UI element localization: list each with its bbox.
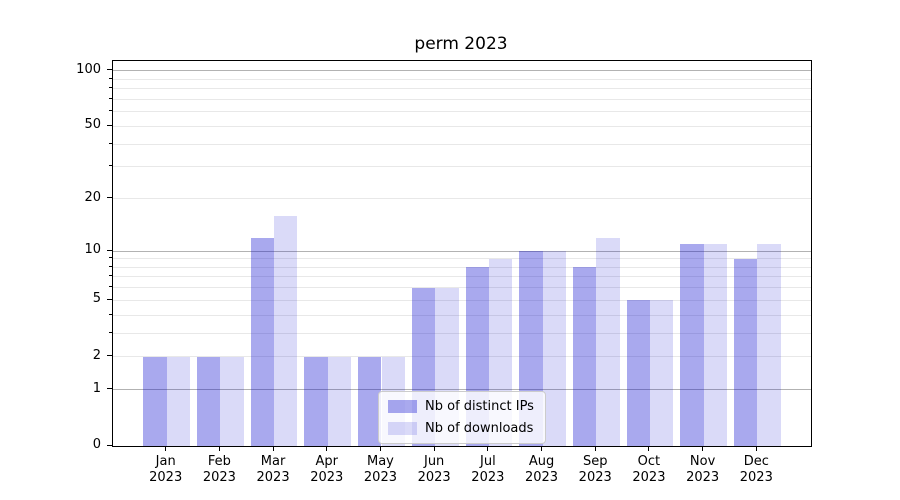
bar-downloads (596, 237, 620, 446)
bar-distinct-ips (304, 356, 328, 446)
y-minor-tick-mark (109, 257, 112, 259)
y-tick-mark (107, 388, 112, 390)
x-tick-mark (487, 446, 489, 451)
minor-grid-line (113, 356, 811, 358)
legend-label-downloads: Nb of downloads (425, 421, 534, 436)
x-tick-mark (541, 446, 543, 451)
bar-downloads (220, 356, 244, 446)
y-tick-label: 20 (84, 189, 101, 205)
minor-grid-line (113, 78, 811, 80)
bar-downloads (166, 356, 191, 446)
x-tick-label: Dec 2023 (739, 454, 773, 485)
bar-distinct-ips (143, 356, 167, 446)
legend-label-distinct-ips: Nb of distinct IPs (425, 399, 534, 414)
legend-item-downloads: Nb of downloads (388, 421, 535, 436)
bar-distinct-ips (626, 300, 650, 446)
y-tick-label: 2 (92, 347, 101, 363)
y-tick-label: 10 (84, 242, 101, 258)
bar-distinct-ips (358, 356, 382, 446)
minor-grid-line (113, 198, 811, 199)
y-minor-tick-mark (109, 331, 112, 333)
major-grid-line (113, 250, 811, 252)
x-tick-mark (433, 446, 435, 451)
y-minor-tick-mark (109, 286, 112, 288)
legend-swatch-distinct-ips (388, 400, 417, 413)
y-tick-mark (107, 444, 112, 446)
x-tick-mark (218, 446, 220, 451)
minor-grid-line (113, 266, 811, 268)
y-minor-tick-mark (109, 87, 112, 89)
y-tick-label: 100 (76, 61, 101, 77)
y-minor-tick-mark (109, 77, 112, 79)
minor-grid-line (113, 258, 811, 260)
x-tick-mark (755, 446, 757, 451)
bar-distinct-ips (734, 258, 758, 446)
x-tick-mark (165, 446, 167, 451)
legend-item-distinct-ips: Nb of distinct IPs (388, 399, 535, 414)
major-grid-line (113, 70, 811, 72)
bar-distinct-ips (250, 237, 275, 446)
x-tick-label: Jan 2023 (149, 454, 183, 485)
x-tick-mark (702, 446, 704, 451)
x-tick-mark (594, 446, 596, 451)
x-tick-label: Aug 2023 (524, 454, 559, 485)
x-tick-label: Jul 2023 (471, 454, 505, 485)
bar-distinct-ips (197, 356, 221, 446)
minor-grid-line (113, 287, 811, 289)
minor-grid-line (113, 111, 811, 113)
minor-grid-line (113, 98, 811, 100)
y-tick-label: 50 (84, 117, 101, 133)
minor-grid-line (113, 332, 811, 334)
minor-grid-line (113, 166, 811, 168)
y-tick-mark (107, 298, 112, 300)
y-tick-mark (107, 355, 112, 357)
x-tick-label: Mar 2023 (256, 454, 290, 485)
x-tick-mark (272, 446, 274, 451)
bar-distinct-ips (680, 244, 704, 446)
bar-downloads (274, 215, 298, 446)
minor-grid-line (113, 314, 811, 316)
x-tick-label: Feb 2023 (202, 454, 236, 485)
bar-downloads (649, 300, 674, 446)
y-minor-tick-mark (109, 142, 112, 144)
plot-area: Nb of distinct IPs Nb of downloads (112, 60, 812, 447)
y-tick-mark (107, 197, 112, 198)
legend: Nb of distinct IPs Nb of downloads (378, 391, 546, 444)
y-minor-tick-mark (109, 313, 112, 315)
minor-grid-line (113, 143, 811, 145)
y-minor-tick-mark (109, 265, 112, 267)
x-tick-mark (326, 446, 328, 451)
x-tick-label: Sep 2023 (578, 454, 612, 485)
y-minor-tick-mark (109, 110, 112, 112)
y-tick-mark (107, 124, 112, 126)
minor-grid-line (113, 299, 811, 301)
x-tick-label: Jun 2023 (417, 454, 451, 485)
y-tick-mark (107, 249, 112, 251)
y-tick-label: 1 (92, 380, 101, 396)
y-minor-tick-mark (109, 97, 112, 99)
x-tick-label: May 2023 (363, 454, 397, 485)
x-tick-mark (648, 446, 650, 451)
major-grid-line (113, 389, 811, 391)
chart-title: perm 2023 (414, 34, 508, 54)
bar-downloads (327, 356, 352, 446)
y-minor-tick-mark (109, 165, 112, 167)
y-minor-tick-mark (109, 275, 112, 277)
minor-grid-line (113, 276, 811, 278)
bar-downloads (757, 244, 781, 446)
y-tick-mark (107, 69, 112, 71)
bar-distinct-ips (572, 267, 597, 446)
minor-grid-line (113, 125, 811, 127)
x-tick-label: Apr 2023 (310, 454, 344, 485)
bar-downloads (542, 251, 566, 446)
y-tick-label: 0 (92, 437, 101, 452)
x-tick-label: Oct 2023 (632, 454, 666, 485)
y-tick-label: 5 (92, 291, 101, 307)
minor-grid-line (113, 88, 811, 90)
x-tick-mark (379, 446, 381, 451)
x-tick-label: Nov 2023 (686, 454, 720, 485)
bar-downloads (703, 244, 727, 446)
legend-swatch-downloads (388, 422, 417, 435)
